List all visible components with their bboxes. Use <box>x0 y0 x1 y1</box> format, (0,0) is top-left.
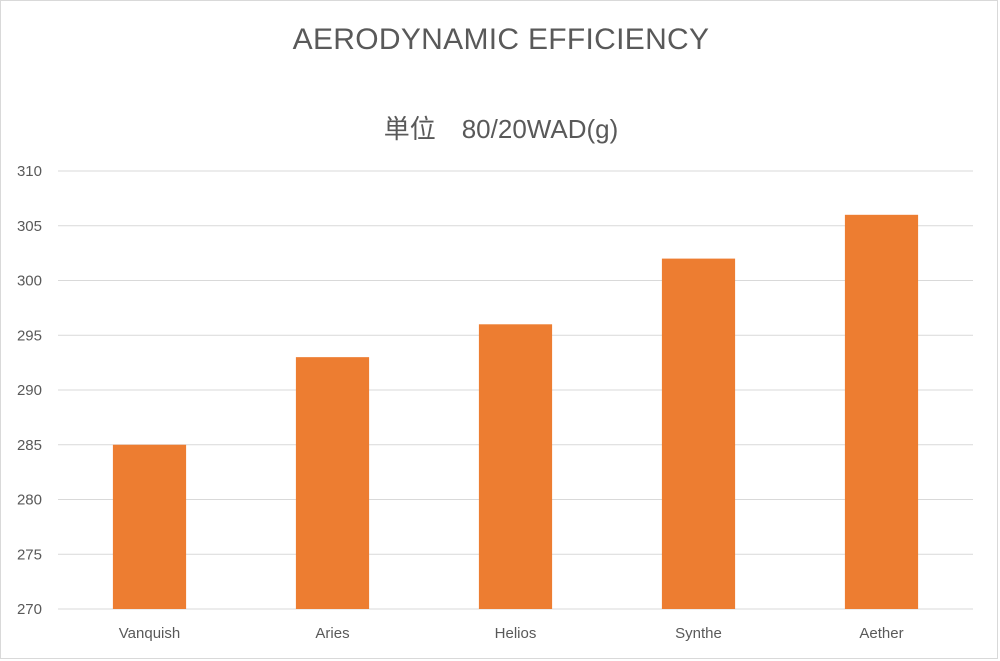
chart-subtitle: 単位 80/20WAD(g) <box>383 114 619 144</box>
x-tick-label-aether: Aether <box>859 625 903 642</box>
bar-vanquish <box>112 444 187 609</box>
bars <box>112 214 919 610</box>
y-tick-label: 290 <box>17 382 42 399</box>
bar-aries <box>295 357 370 609</box>
y-tick-label: 310 <box>17 163 42 180</box>
chart-title: AERODYNAMIC EFFICIENCY <box>292 23 710 56</box>
y-tick-label: 305 <box>17 218 42 235</box>
y-tick-label: 300 <box>17 273 42 290</box>
y-tick-label: 270 <box>17 601 42 618</box>
y-tick-label: 295 <box>17 327 42 344</box>
bar-synthe <box>661 258 736 609</box>
bar-helios <box>478 324 553 609</box>
y-axis-tick-labels: 270 275 280 285 290 295 300 305 310 <box>17 163 42 618</box>
x-tick-label-synthe: Synthe <box>675 625 722 642</box>
bar-aether <box>844 214 919 610</box>
x-tick-label-aries: Aries <box>315 625 349 642</box>
x-axis-tick-labels: Vanquish Aries Helios Synthe Aether <box>119 625 904 642</box>
y-tick-label: 285 <box>17 437 42 454</box>
x-tick-label-helios: Helios <box>495 625 537 642</box>
x-tick-label-vanquish: Vanquish <box>119 625 180 642</box>
y-tick-label: 280 <box>17 492 42 509</box>
y-tick-label: 275 <box>17 546 42 563</box>
